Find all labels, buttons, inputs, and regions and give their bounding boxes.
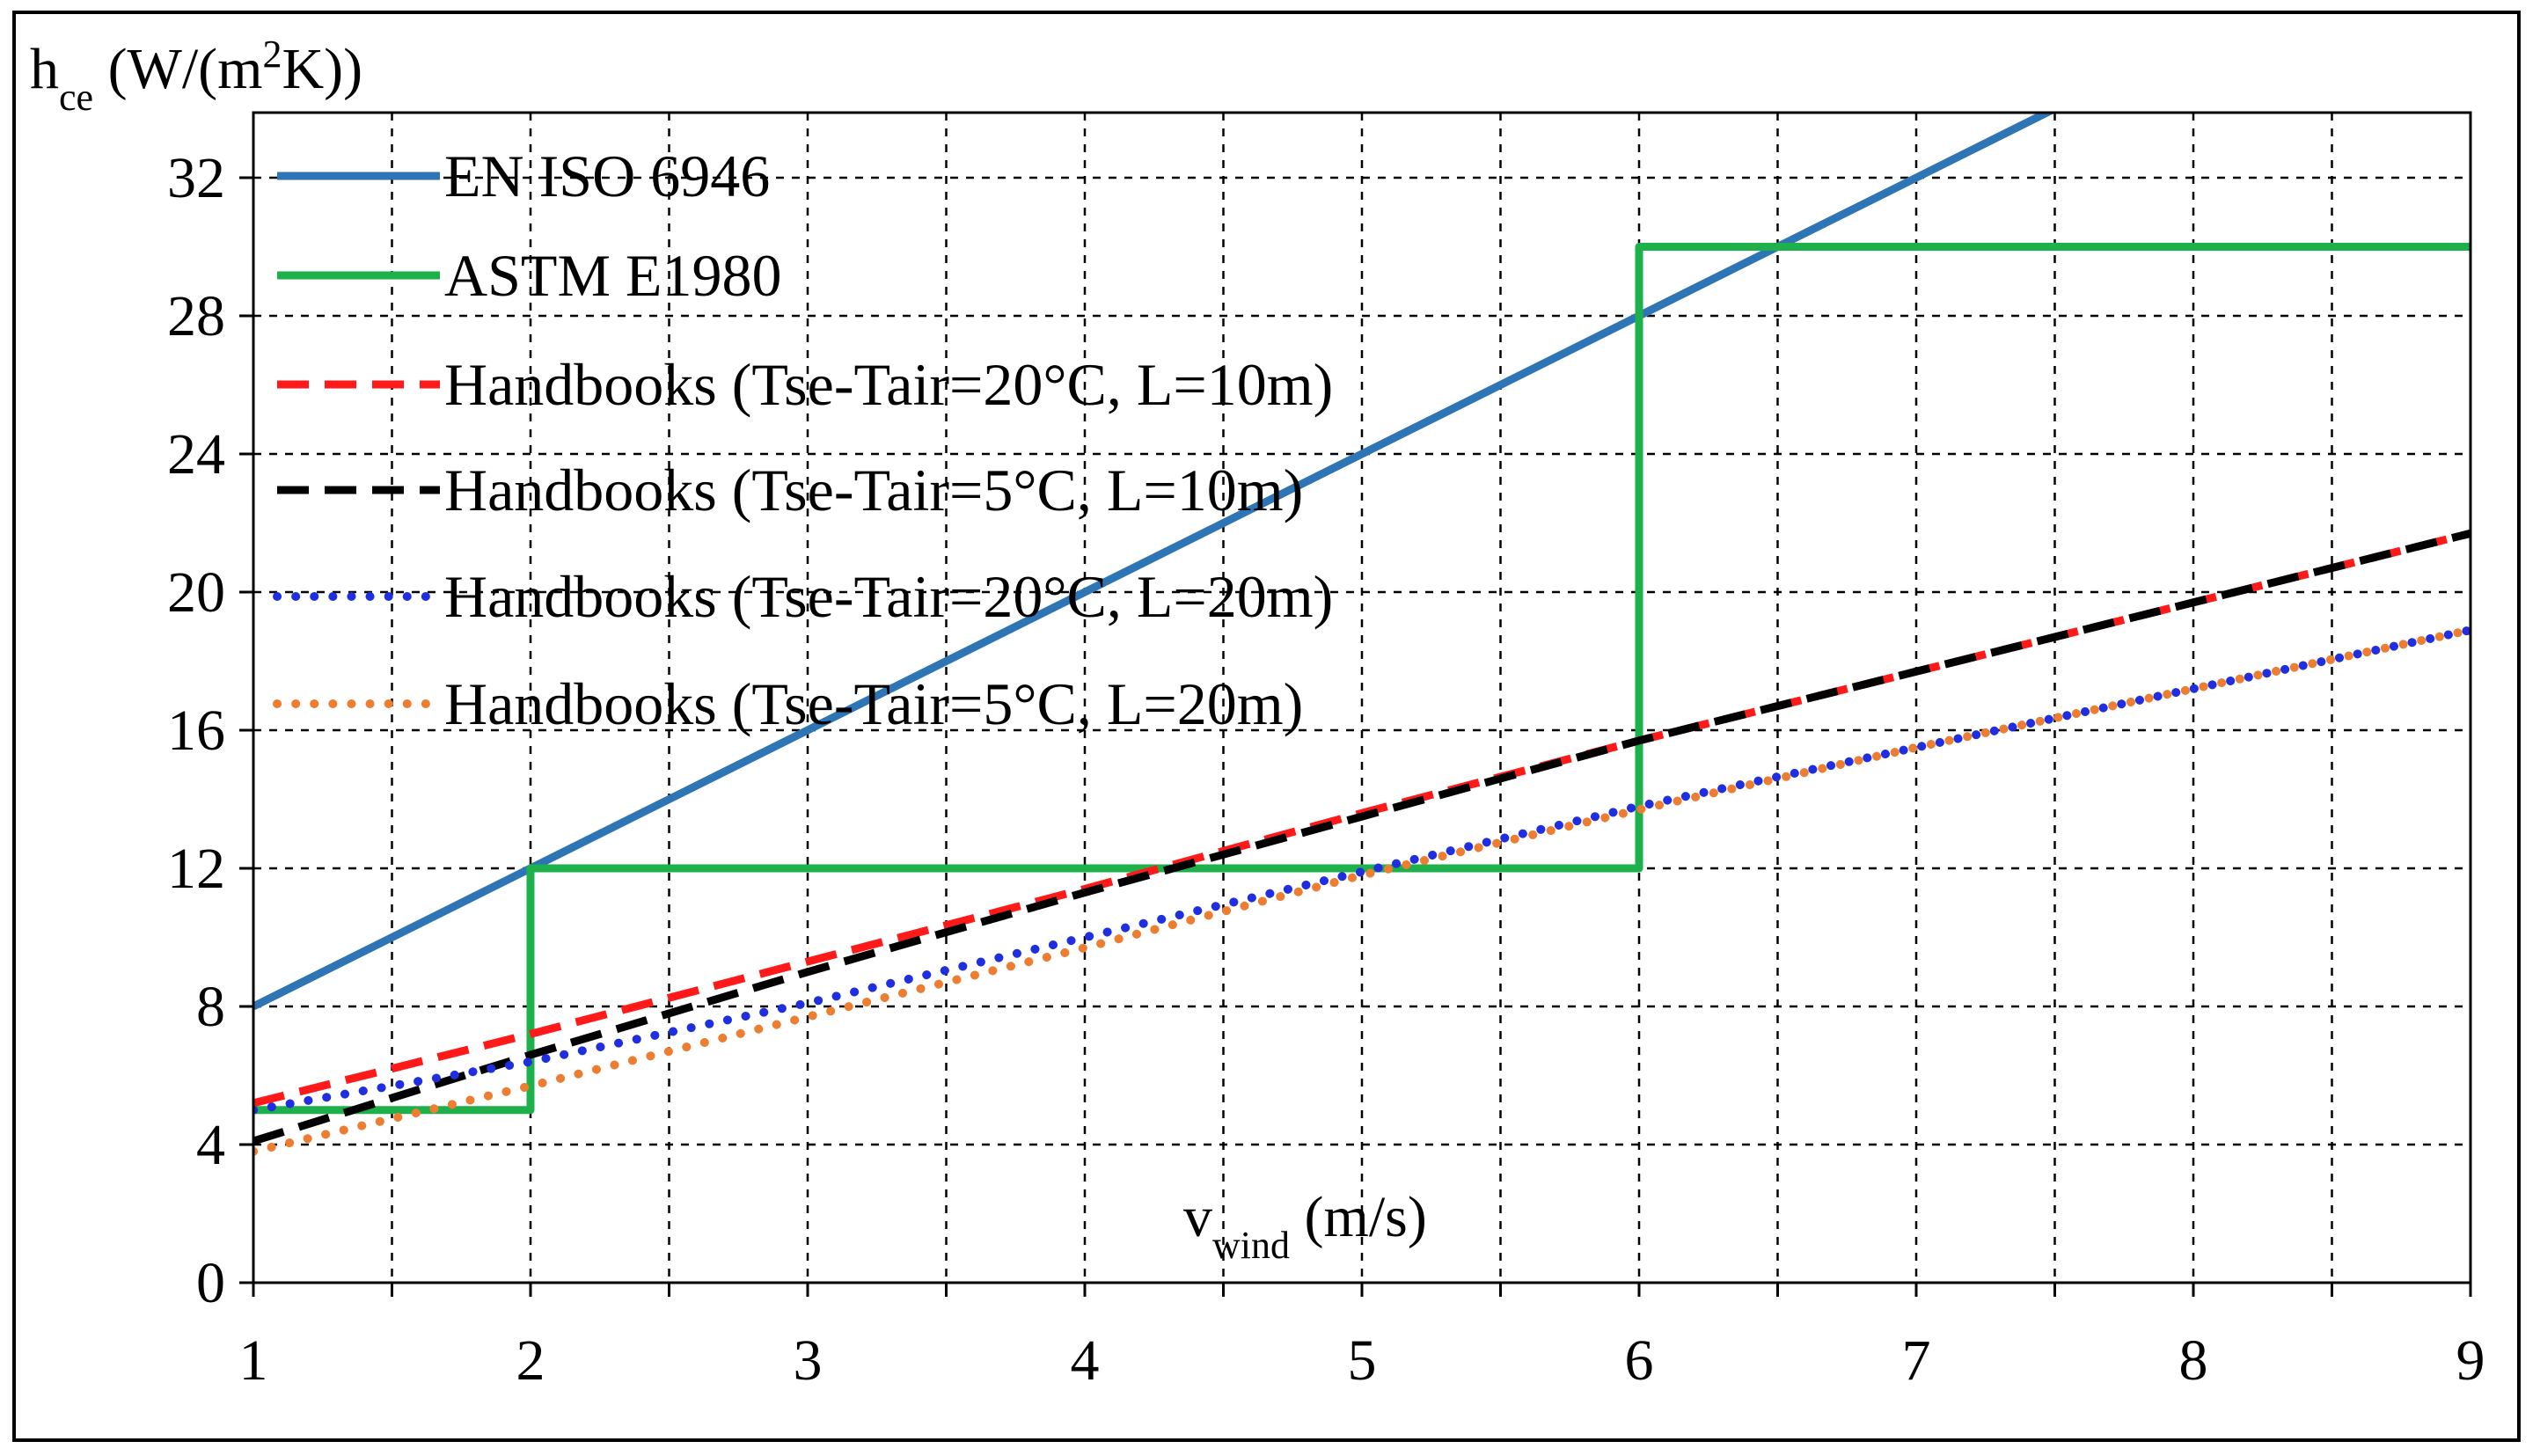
x-tick-label: 3 [794,1328,823,1393]
y-axis-title: hce (W/(m2K)) [30,33,362,119]
x-axis-title-main: v [1183,1185,1212,1249]
x-tick-label: 2 [516,1328,545,1393]
x-axis-title-unit: (m/s) [1290,1185,1427,1249]
y-tick-label: 12 [167,837,225,901]
y-tick-label: 8 [196,975,225,1039]
legend-label-6: Handbooks (Tse-Tair=5°C, L=20m) [444,670,1303,737]
legend-label-5: Handbooks (Tse-Tair=20°C, L=20m) [444,563,1333,630]
x-tick-label: 1 [239,1328,268,1393]
y-tick-label: 28 [167,284,225,348]
y-axis-title-unit-pre: (W/(m [93,37,262,101]
y-tick-label: 4 [196,1113,225,1177]
x-axis-title: vwind (m/s) [1183,1185,1427,1267]
y-tick-label: 16 [167,699,225,763]
y-axis-title-sup: 2 [263,33,282,76]
series-layer [253,113,2470,1156]
y-tick-label: 32 [167,146,225,210]
y-axis-title-unit-post: K)) [282,37,363,101]
x-tick-label: 7 [1902,1328,1931,1393]
x-tick-label: 5 [1348,1328,1377,1393]
y-tick-label: 0 [196,1251,225,1315]
series-line-2 [253,243,2470,1115]
x-axis-title-sub: wind [1212,1224,1290,1267]
legend-label-2: ASTM E1980 [444,242,781,309]
legend: EN ISO 6946 ASTM E1980 Handbooks (Tse-Tair… [273,143,1333,737]
y-tick-labels: 0 4 8 12 16 20 24 28 32 [167,146,225,1315]
legend-label-4: Handbooks (Tse-Tair=5°C, L=10m) [444,457,1303,523]
y-tick-label: 20 [167,560,225,625]
series-line-5 [253,626,2470,1115]
x-tick-label: 4 [1071,1328,1100,1393]
x-tick-label: 8 [2179,1328,2208,1393]
series-line-1 [253,113,2056,1011]
y-axis-title-sub: ce [59,76,93,119]
figure-frame [12,11,2521,1442]
legend-label-3: Handbooks (Tse-Tair=20°C, L=10m) [444,351,1333,418]
x-tick-label: 9 [2456,1328,2485,1393]
ticks [239,176,2472,1297]
x-tick-label: 6 [1625,1328,1654,1393]
y-tick-label: 24 [167,422,225,487]
x-tick-labels: 1 2 3 4 5 6 7 8 9 [239,1328,2485,1393]
legend-label-1: EN ISO 6946 [444,143,770,209]
y-axis-title-main: h [30,37,59,101]
series-line-4 [253,529,2470,1145]
